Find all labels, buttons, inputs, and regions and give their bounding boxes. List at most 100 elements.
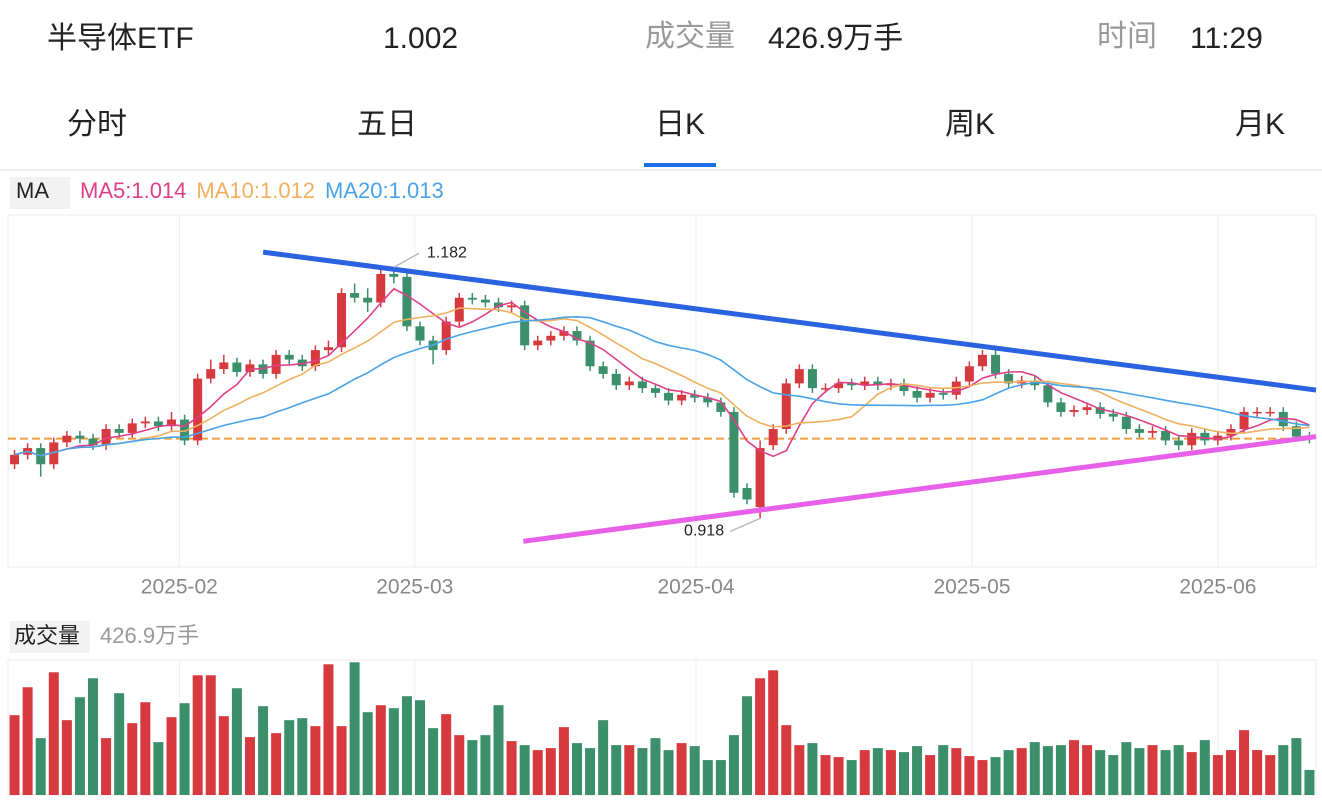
- tab[interactable]: 五日: [357, 108, 417, 141]
- volume-bar: [61, 720, 72, 795]
- volume-bar: [1082, 745, 1093, 795]
- volume-bar: [951, 748, 962, 795]
- tab[interactable]: 月K: [1235, 108, 1285, 141]
- candle-body: [441, 321, 451, 351]
- volume-bar: [310, 726, 321, 795]
- volume-bar: [88, 678, 99, 795]
- volume-bar: [48, 672, 59, 795]
- volume-bar: [1291, 738, 1302, 795]
- volume-bar: [1186, 752, 1197, 795]
- candle-body: [847, 383, 857, 386]
- candle-body: [1004, 373, 1014, 384]
- volume-bar: [192, 675, 203, 795]
- candle-body: [363, 297, 373, 303]
- candle-body: [310, 350, 320, 367]
- volume-bar: [336, 726, 347, 795]
- volume-bar: [362, 712, 373, 795]
- candle-body: [703, 397, 713, 403]
- candle-body: [1043, 385, 1053, 403]
- volume-bar: [415, 700, 426, 795]
- candle-body: [193, 378, 203, 441]
- volume-bar: [1278, 745, 1289, 795]
- candle-body: [585, 340, 595, 367]
- candle-body: [206, 369, 216, 379]
- candle-body: [1265, 411, 1275, 414]
- volume-bar: [480, 735, 491, 795]
- volume-bar: [1304, 769, 1315, 795]
- time-label: 时间: [1097, 20, 1157, 53]
- candle-body: [10, 454, 20, 465]
- security-name: 半导体ETF: [47, 22, 194, 55]
- volume-bar: [388, 708, 399, 795]
- volume-bar: [964, 756, 975, 795]
- active-tab-underline: [644, 163, 716, 167]
- volume-bar: [990, 757, 1001, 795]
- candle-body: [337, 293, 347, 348]
- volume-bar: [820, 755, 831, 795]
- candle-body: [611, 373, 621, 386]
- tab[interactable]: 周K: [945, 108, 995, 141]
- candle-body: [572, 331, 582, 341]
- volume-bar: [624, 745, 635, 795]
- candle-body: [1108, 413, 1118, 417]
- volume-bar: [1212, 755, 1223, 795]
- volume-bar: [1199, 740, 1210, 795]
- candle-body: [323, 347, 333, 351]
- trend-line: [262, 249, 1317, 393]
- last-price: 1.002: [383, 22, 458, 55]
- volume-bar: [467, 740, 478, 795]
- volume-bar: [558, 727, 569, 795]
- candle-body: [1056, 402, 1066, 412]
- volume-bar: [205, 675, 216, 795]
- candle-body: [637, 381, 647, 389]
- candle-body: [821, 388, 830, 390]
- volume-bar: [9, 715, 20, 795]
- volume-bar: [781, 725, 792, 795]
- ma-legend-entry: MA20:1.013: [325, 178, 444, 203]
- volume-bar: [231, 688, 242, 795]
- volume-bar: [127, 723, 138, 795]
- candle-body: [546, 335, 556, 341]
- price-frame: [7, 214, 1317, 568]
- volume-bar: [1225, 750, 1236, 795]
- candle-body: [781, 383, 791, 430]
- candle-body: [834, 383, 844, 389]
- volume-bar: [284, 720, 295, 795]
- volume-bar: [428, 728, 439, 795]
- candle-body: [245, 364, 255, 372]
- volume-bar: [1042, 746, 1053, 795]
- volume-bar: [1265, 755, 1276, 795]
- volume-bar: [1239, 730, 1250, 795]
- volume-bar: [872, 748, 883, 795]
- candle-body: [180, 419, 190, 441]
- candle-body: [284, 354, 294, 360]
- candle-body: [389, 273, 399, 277]
- candle-body: [297, 359, 307, 367]
- volume-bar: [885, 750, 896, 795]
- volume-bar: [585, 748, 596, 795]
- candle-body: [480, 299, 490, 303]
- volume-bar: [506, 741, 517, 795]
- candle-body: [807, 369, 817, 389]
- candle-body: [75, 435, 85, 439]
- candle-body: [925, 392, 935, 398]
- annotation-leader: [393, 252, 420, 268]
- volume-bar: [1160, 750, 1171, 795]
- candle-body: [794, 369, 804, 384]
- candle-body: [1291, 426, 1301, 437]
- volume-bar: [297, 718, 308, 795]
- candle-body: [899, 383, 909, 391]
- candle-body: [742, 488, 752, 500]
- volume-bar: [166, 717, 177, 795]
- tab[interactable]: 分时: [67, 108, 127, 141]
- candle-body: [402, 276, 412, 327]
- volume-bar: [637, 748, 648, 795]
- volume-bar: [519, 745, 530, 795]
- volume-bar: [938, 745, 949, 795]
- volume-bar: [101, 738, 112, 795]
- candle-body: [768, 429, 778, 446]
- volume-subtitle: 426.9万手: [100, 623, 199, 648]
- tab[interactable]: 日K: [655, 108, 705, 141]
